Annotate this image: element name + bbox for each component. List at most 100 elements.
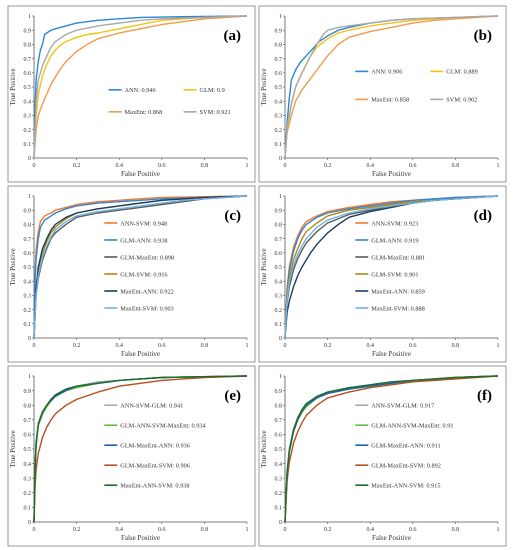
y-tick-label: 0.8: [24, 223, 32, 229]
roc-panel: 0 0.1 0.2 0.3 0.4 0.5 0.6 0.7 0.8 0.9 1 0 0.2 0.4 0.6 0…: [258, 365, 507, 547]
y-axis-label: True Positive: [9, 68, 17, 105]
x-tick-label: 0.6: [409, 163, 417, 169]
x-tick-label: 0.4: [366, 527, 374, 533]
y-tick-label: 0.1: [275, 322, 283, 328]
x-tick-label: 0.6: [158, 343, 166, 349]
legend-entry: GLM-MaxEnt-ANN: 0.911: [371, 443, 440, 450]
panel-border: [258, 5, 507, 183]
legend-entry: GLM-SVM: 0.916: [120, 271, 167, 278]
x-tick-label: 0.6: [158, 163, 166, 169]
x-axis-label: False Positive: [121, 350, 160, 358]
y-tick-label: 0.4: [24, 462, 32, 468]
roc-series-line: [284, 15, 499, 159]
y-axis-label: True Positive: [9, 430, 17, 467]
legend-entry: SVM: 0.921: [200, 109, 231, 116]
roc-series-line: [33, 195, 248, 339]
y-tick-label: 0.8: [24, 43, 32, 49]
legend-entry: MaxEnt: 0.858: [371, 97, 409, 104]
x-tick-label: 0.6: [409, 527, 417, 533]
y-tick-label: 0.7: [24, 57, 32, 63]
y-tick-label: 0.8: [275, 223, 283, 229]
x-tick-label: 1: [497, 527, 500, 533]
y-tick-label: 0.8: [275, 43, 283, 49]
y-tick-label: 1: [279, 194, 282, 200]
roc-series-line: [33, 15, 248, 159]
panel-label: (b): [474, 28, 492, 44]
legend-entry: ANN: 0.906: [371, 69, 402, 76]
roc-panel: 0 0.1 0.2 0.3 0.4 0.5 0.6 0.7 0.8 0.9 1 0 0.2 0.4 0.6 0…: [7, 365, 256, 547]
y-tick-label: 0.9: [275, 28, 283, 34]
panel-label: (d): [474, 208, 492, 224]
y-tick-label: 1: [279, 14, 282, 20]
panel-border: [7, 5, 256, 183]
legend-entry: MaxEnt-ANN-SVM: 0.938: [120, 483, 189, 490]
x-tick-label: 0.8: [452, 343, 460, 349]
x-tick-label: 0: [284, 163, 287, 169]
roc-series-line: [33, 15, 248, 159]
legend-entry: ANN-SVM-GLM: 0.917: [371, 403, 434, 410]
roc-panel: 0 0.1 0.2 0.3 0.4 0.5 0.6 0.7 0.8 0.9 1 0 0.2 0.4 0.6 0…: [7, 185, 256, 363]
x-tick-label: 0: [33, 343, 36, 349]
legend-entry: SVM: 0.902: [446, 97, 477, 104]
roc-series-line: [284, 195, 499, 339]
legend-entry: GLM-ANN: 0.919: [371, 237, 418, 244]
x-tick-label: 0.4: [366, 163, 374, 169]
y-tick-label: 0.9: [275, 389, 283, 395]
legend-entry: ANN-SVM-GLM: 0.941: [120, 403, 183, 410]
y-tick-label: 0.4: [275, 99, 283, 105]
x-tick-label: 0.2: [73, 527, 81, 533]
y-tick-label: 0.4: [24, 99, 32, 105]
roc-series-line: [33, 195, 248, 339]
y-tick-label: 0.2: [24, 491, 32, 497]
y-tick-label: 0.4: [24, 279, 32, 285]
roc-panel: 0 0.1 0.2 0.3 0.4 0.5 0.6 0.7 0.8 0.9 1 0 0.2 0.4 0.6 0…: [7, 5, 256, 183]
panel-border: [258, 185, 507, 363]
x-axis-label: False Positive: [121, 534, 160, 542]
legend-entry: GLM-MaxEnt: 0.881: [371, 254, 425, 261]
x-tick-label: 0: [284, 527, 287, 533]
x-tick-label: 1: [246, 163, 249, 169]
roc-series-line: [33, 195, 248, 339]
y-tick-label: 0.3: [275, 476, 283, 482]
x-axis-label: False Positive: [372, 534, 411, 542]
legend-entry: GLM-MaxEnt: 0.898: [120, 254, 174, 261]
legend-entry: MaxEnt-SVM: 0.888: [371, 305, 425, 312]
y-tick-label: 0.9: [24, 28, 32, 34]
x-tick-label: 0.2: [324, 527, 332, 533]
y-tick-label: 0.9: [275, 208, 283, 214]
roc-series-line: [33, 15, 248, 159]
y-tick-label: 0.4: [275, 462, 283, 468]
panel-border: [7, 185, 256, 363]
legend-entry: ANN-SVM: 0.948: [120, 220, 167, 227]
y-tick-label: 0.1: [24, 506, 32, 512]
x-tick-label: 0.2: [324, 343, 332, 349]
y-tick-label: 0.5: [24, 85, 32, 91]
x-tick-label: 0.2: [73, 163, 81, 169]
y-tick-label: 0.3: [275, 294, 283, 300]
y-tick-label: 1: [28, 14, 31, 20]
legend-entry: GLM: 0.889: [446, 69, 478, 76]
x-tick-label: 0.8: [452, 527, 460, 533]
roc-series-line: [33, 195, 248, 339]
y-tick-label: 0.2: [24, 308, 32, 314]
roc-series-line: [284, 375, 499, 523]
panel-label: (a): [224, 28, 242, 44]
legend-entry: GLM-ANN-SVM-MaxEnt: 0.91: [371, 423, 453, 430]
y-tick-label: 0.6: [24, 251, 32, 257]
x-tick-label: 1: [246, 343, 249, 349]
legend-entry: MaxEnt-SVM: 0.903: [120, 305, 174, 312]
x-tick-label: 0.6: [158, 527, 166, 533]
x-axis-label: False Positive: [372, 170, 411, 178]
roc-series-line: [284, 375, 499, 523]
y-tick-label: 0.2: [275, 128, 283, 134]
legend-entry: GLM: 0.9: [200, 87, 225, 94]
y-tick-label: 0.6: [275, 71, 283, 77]
y-tick-label: 0: [28, 336, 31, 342]
x-tick-label: 1: [497, 163, 500, 169]
y-tick-label: 0.5: [24, 265, 32, 271]
roc-series-line: [33, 375, 248, 523]
y-tick-label: 0.1: [275, 506, 283, 512]
legend-entry: GLM-SVM: 0.901: [371, 271, 418, 278]
legend-entry: GLM-MaxEnt-SVM: 0.892: [371, 463, 441, 470]
